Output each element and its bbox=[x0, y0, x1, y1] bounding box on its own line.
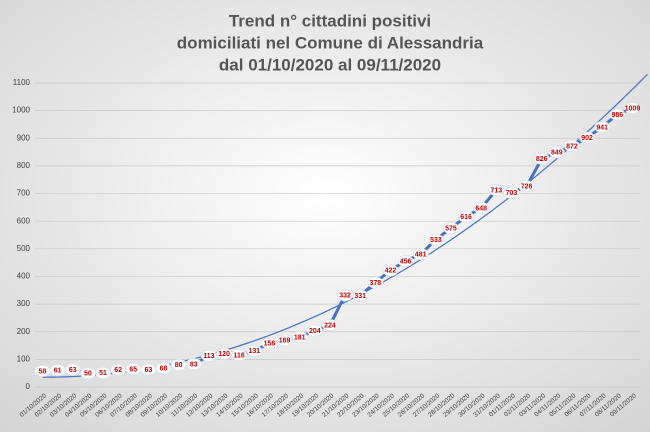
data-label: 224 bbox=[324, 322, 336, 329]
y-tick-label: 0 bbox=[26, 382, 31, 391]
data-point bbox=[352, 289, 369, 302]
data-point bbox=[397, 255, 414, 267]
chart-title: domiciliati nel Comune di Alessandria bbox=[177, 33, 484, 52]
data-point bbox=[518, 180, 535, 193]
y-tick-label: 700 bbox=[17, 189, 31, 198]
data-point bbox=[594, 121, 611, 133]
data-point bbox=[95, 367, 111, 379]
data-label: 58 bbox=[39, 368, 47, 375]
data-point bbox=[458, 210, 474, 223]
data-point bbox=[367, 276, 384, 289]
data-point bbox=[443, 222, 459, 234]
data-label: 422 bbox=[385, 268, 397, 275]
data-point bbox=[322, 319, 338, 331]
data-point bbox=[609, 108, 626, 121]
y-tick-label: 600 bbox=[17, 216, 31, 225]
data-label: 80 bbox=[175, 362, 183, 369]
data-label: 50 bbox=[84, 371, 92, 378]
data-label: 181 bbox=[294, 334, 306, 341]
data-point bbox=[261, 337, 278, 350]
data-point bbox=[64, 363, 81, 376]
data-label: 63 bbox=[145, 367, 153, 374]
data-point bbox=[579, 131, 595, 144]
y-tick-label: 200 bbox=[17, 327, 31, 336]
data-label: 648 bbox=[475, 205, 487, 212]
data-point bbox=[231, 349, 248, 361]
data-point bbox=[488, 184, 505, 196]
data-point bbox=[564, 140, 580, 152]
y-tick-label: 300 bbox=[17, 299, 31, 308]
data-label: 713 bbox=[490, 187, 502, 194]
data-point bbox=[624, 102, 641, 115]
data-label: 332 bbox=[339, 293, 351, 300]
data-point bbox=[533, 152, 550, 165]
y-tick-label: 400 bbox=[17, 272, 31, 281]
data-point bbox=[291, 331, 308, 343]
data-label: 83 bbox=[190, 361, 198, 368]
data-label: 63 bbox=[69, 367, 77, 374]
data-label: 116 bbox=[234, 352, 245, 359]
y-tick-label: 900 bbox=[17, 133, 31, 142]
y-tick-label: 1000 bbox=[12, 106, 30, 115]
data-label: 481 bbox=[415, 251, 427, 258]
data-label: 533 bbox=[430, 237, 442, 244]
data-label: 872 bbox=[566, 143, 578, 150]
data-label: 849 bbox=[551, 150, 563, 157]
data-point bbox=[382, 264, 399, 277]
data-label: 941 bbox=[596, 124, 608, 131]
data-point bbox=[548, 146, 565, 159]
data-label: 902 bbox=[581, 135, 593, 142]
data-label: 131 bbox=[248, 348, 260, 355]
data-point bbox=[276, 334, 293, 347]
data-label: 826 bbox=[536, 156, 548, 163]
data-label: 1009 bbox=[625, 105, 641, 112]
data-label: 703 bbox=[506, 190, 518, 197]
data-label: 575 bbox=[445, 225, 457, 232]
data-label: 61 bbox=[54, 367, 62, 374]
chart-title: Trend n° cittadini positivi bbox=[229, 11, 431, 30]
data-label: 331 bbox=[354, 293, 366, 300]
data-point bbox=[155, 362, 172, 375]
data-label: 113 bbox=[203, 353, 214, 360]
y-tick-label: 100 bbox=[17, 354, 31, 363]
data-label: 378 bbox=[369, 280, 381, 287]
data-point bbox=[427, 233, 444, 246]
data-point bbox=[185, 358, 202, 370]
data-label: 68 bbox=[160, 366, 168, 373]
data-point bbox=[473, 202, 490, 214]
data-label: 204 bbox=[309, 328, 321, 335]
data-point bbox=[306, 324, 323, 337]
y-tick-label: 500 bbox=[17, 244, 31, 253]
data-label: 169 bbox=[279, 338, 291, 345]
data-point bbox=[503, 186, 520, 199]
data-point bbox=[246, 344, 263, 357]
data-label: 62 bbox=[114, 367, 122, 374]
y-tick-label: 1100 bbox=[13, 78, 31, 87]
data-label: 158 bbox=[264, 341, 276, 348]
chart-title: dal 01/10/2020 al 09/11/2020 bbox=[219, 55, 441, 74]
data-label: 616 bbox=[460, 214, 472, 221]
data-label: 51 bbox=[99, 370, 107, 377]
data-label: 456 bbox=[400, 258, 412, 265]
data-point bbox=[201, 349, 217, 362]
data-label: 986 bbox=[611, 112, 623, 119]
data-label: 65 bbox=[129, 366, 137, 373]
data-point bbox=[412, 248, 429, 260]
y-tick-label: 800 bbox=[17, 161, 31, 170]
data-label: 726 bbox=[521, 184, 533, 191]
data-label: 120 bbox=[218, 351, 230, 358]
